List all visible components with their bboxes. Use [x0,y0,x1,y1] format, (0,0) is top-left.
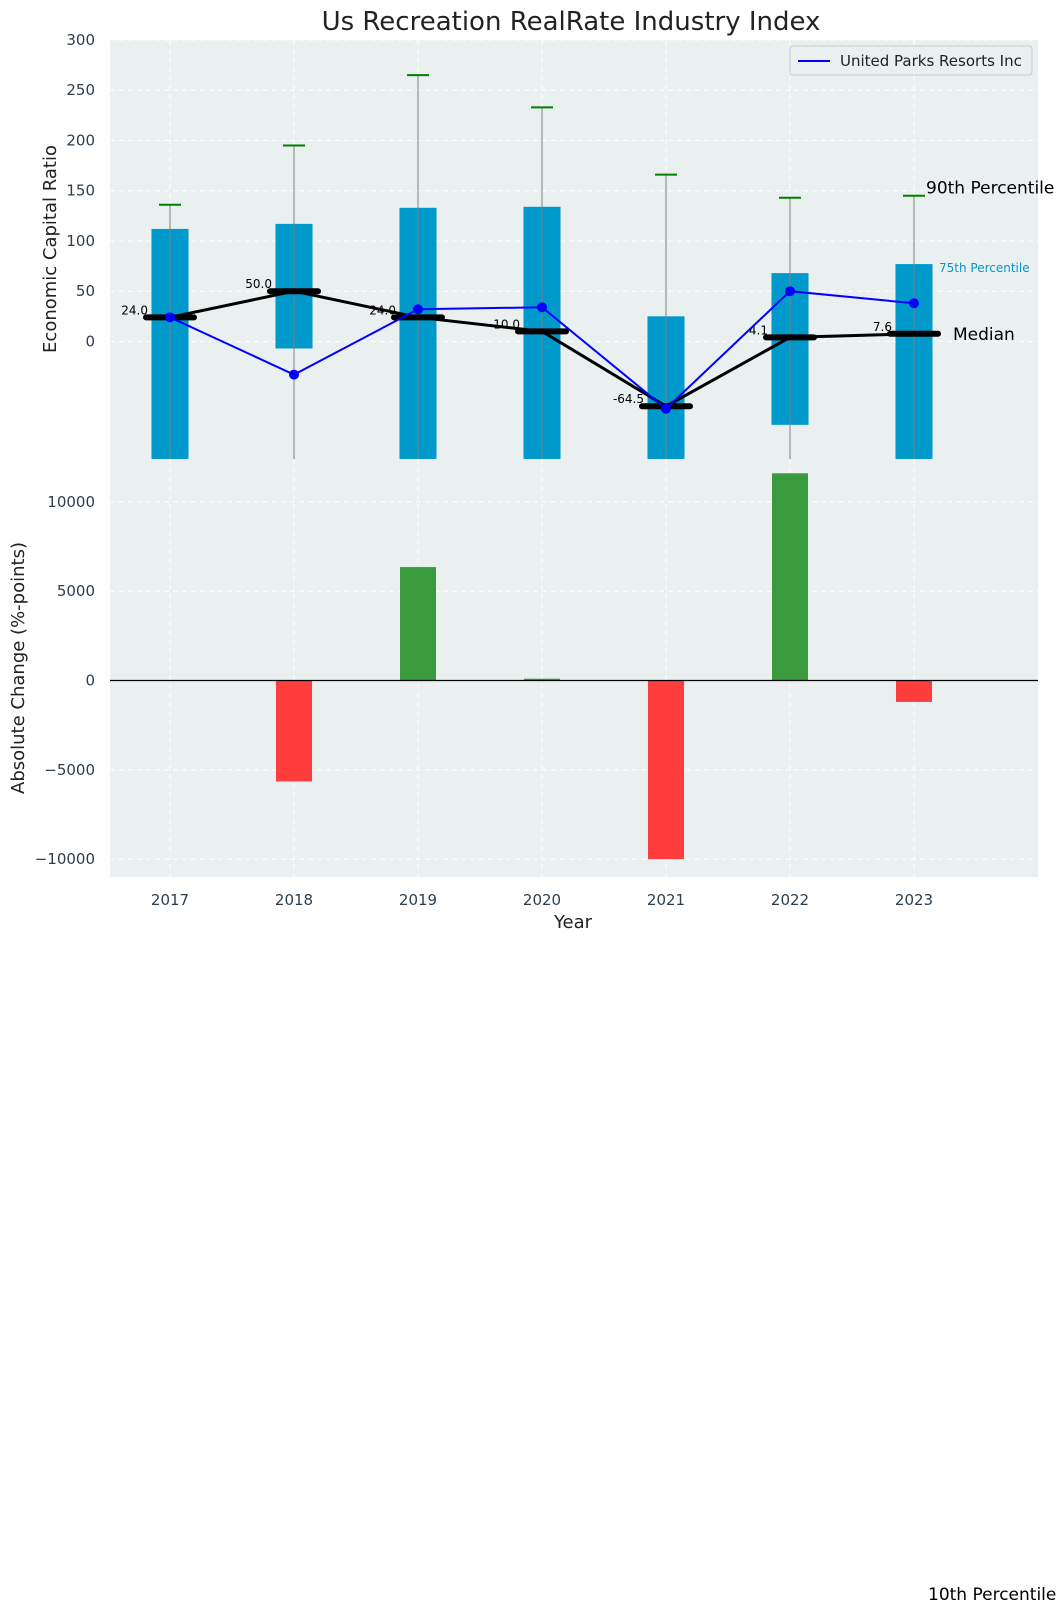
median-value-label: 4.1 [749,323,768,337]
change-bar [772,473,808,681]
x-tick-label: 2020 [523,891,561,909]
bottom-y-tick-label: −10000 [35,850,95,868]
x-axis-label: Year [553,912,593,933]
chart-title: Us Recreation RealRate Industry Index [322,7,821,37]
top-y-tick-label: 300 [66,31,95,49]
median-value-label: 50.0 [245,277,272,291]
x-tick-label: 2019 [399,891,437,909]
top-y-tick-label: 250 [66,81,95,99]
bottom-y-axis-label: Absolute Change (%-points) [8,542,29,794]
company-point [909,298,919,309]
top-y-tick-label: 200 [66,131,95,149]
top-y-axis-label: Economic Capital Ratio [40,145,61,353]
legend-company-label: United Parks Resorts Inc [840,52,1022,70]
company-point [413,304,423,315]
x-tick-label: 2018 [275,891,313,909]
company-point [785,286,795,297]
bottom-y-tick-label: 10000 [47,493,95,511]
change-bar [400,567,436,681]
legend: United Parks Resorts Inc [789,45,1033,76]
p10-annotation: 10th Percentile [928,1585,1056,1605]
median-annotation: Median [953,325,1015,345]
median-value-label: 7.6 [873,320,892,334]
bottom-y-tick-label: −5000 [44,761,95,779]
median-value-label: -64.5 [613,392,644,406]
top-y-tick-label: 100 [66,232,95,250]
change-bar [276,680,312,782]
top-plot-area [110,40,1038,459]
company-point [165,312,175,323]
median-line [169,289,915,408]
company-point [661,403,671,414]
p75-annotation: 75th Percentile [939,261,1030,275]
x-tick-label: 2022 [771,891,809,909]
top-y-tick-label: 50 [76,282,95,300]
x-tick-label: 2017 [151,891,189,909]
top-y-tick-label: 0 [85,332,95,350]
top-y-tick-label: 150 [66,182,95,200]
company-point [537,302,547,313]
bottom-y-tick-label: 5000 [57,582,95,600]
change-bar [524,678,560,681]
company-point [289,369,299,380]
bottom-plot-area [110,459,1038,877]
median-value-label: 24.0 [121,303,148,317]
x-tick-label: 2023 [895,891,933,909]
x-tick-label: 2021 [647,891,685,909]
bottom-y-tick-label: 0 [85,672,95,690]
change-bar [896,680,932,702]
p90-annotation: 90th Percentile [926,179,1054,199]
change-bar [648,680,684,860]
